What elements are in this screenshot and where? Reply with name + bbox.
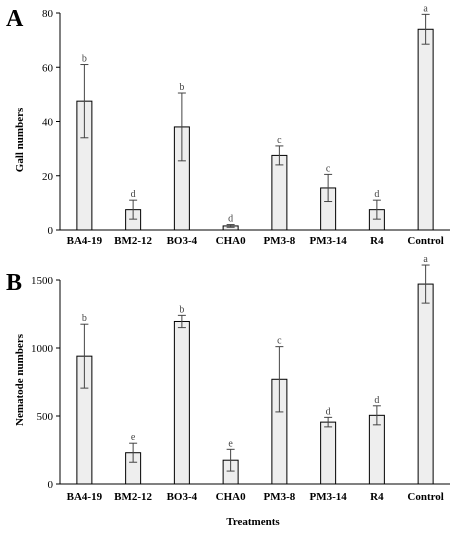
panel-a: A Gall numbers 0 20 40 60 80 b d b d c c d a BA4-19…: [6, 3, 450, 247]
y-tick-label: 0: [48, 479, 54, 491]
panel-b-x-axis-label: Treatments: [226, 516, 280, 528]
bar-control: [417, 283, 434, 485]
panel-a-letter: A: [6, 6, 24, 32]
category-label: BM2-12: [114, 235, 152, 247]
y-tick-label: 40: [42, 117, 54, 129]
category-label: BM2-12: [114, 491, 152, 503]
category-label: PM3-14: [309, 235, 347, 247]
y-tick-label: 0: [48, 225, 54, 237]
y-tick-label: 500: [37, 411, 54, 423]
category-label: BO3-4: [167, 491, 198, 503]
panel-b-y-ticks: 0 500 1000 1500: [31, 275, 450, 491]
category-label: PM3-14: [309, 491, 347, 503]
significance-letter: e: [228, 438, 233, 449]
significance-letter: a: [423, 254, 428, 265]
category-label: PM3-8: [263, 235, 295, 247]
category-label: Control: [407, 235, 443, 247]
significance-letter: d: [326, 406, 331, 417]
category-label: BA4-19: [67, 235, 103, 247]
significance-letter: d: [228, 214, 233, 225]
significance-letter: a: [423, 3, 428, 14]
significance-letter: e: [131, 432, 136, 443]
significance-letter: b: [179, 82, 184, 93]
y-tick-label: 60: [42, 62, 54, 74]
category-label: R4: [370, 491, 384, 503]
bar-control: [417, 28, 434, 231]
panel-a-y-axis-label: Gall numbers: [14, 107, 26, 172]
significance-letter: b: [179, 304, 184, 315]
panel-a-y-ticks: 0 20 40 60 80: [42, 8, 450, 237]
category-label: CHA0: [216, 491, 246, 503]
y-tick-label: 80: [42, 8, 54, 20]
panel-b: B Nematode numbers 0 500 1000 1500 b e b e c d d a…: [6, 254, 450, 528]
y-tick-label: 20: [42, 171, 54, 183]
bar-pm3-14: [320, 421, 337, 485]
panel-b-y-axis-label: Nematode numbers: [14, 333, 26, 426]
category-label: BO3-4: [167, 235, 198, 247]
significance-letter: d: [131, 189, 136, 200]
bar-bo3-4: [173, 320, 190, 485]
y-tick-label: 1000: [31, 343, 54, 355]
panel-b-categories: BA4-19 BM2-12 BO3-4 CHA0 PM3-8 PM3-14 R4 Contro…: [67, 491, 444, 503]
significance-letter: b: [82, 54, 87, 65]
significance-letter: d: [374, 395, 379, 406]
category-label: BA4-19: [67, 491, 103, 503]
significance-letter: b: [82, 313, 87, 324]
panel-b-letter: B: [6, 270, 22, 296]
significance-letter: c: [326, 163, 331, 174]
significance-letter: c: [277, 336, 282, 347]
bar-pm3-8: [271, 154, 288, 231]
category-label: Control: [407, 491, 443, 503]
category-label: PM3-8: [263, 491, 295, 503]
panel-b-bars: b e b e c d d a: [76, 254, 434, 485]
category-label: R4: [370, 235, 384, 247]
y-tick-label: 1500: [31, 275, 54, 287]
significance-letter: d: [374, 189, 379, 200]
category-label: CHA0: [216, 235, 246, 247]
panel-a-categories: BA4-19 BM2-12 BO3-4 CHA0 PM3-8 PM3-14 R4 Contro…: [67, 235, 444, 247]
significance-letter: c: [277, 135, 282, 146]
panel-a-bars: b d b d c c d a: [76, 3, 434, 231]
bar-r4: [368, 414, 385, 485]
